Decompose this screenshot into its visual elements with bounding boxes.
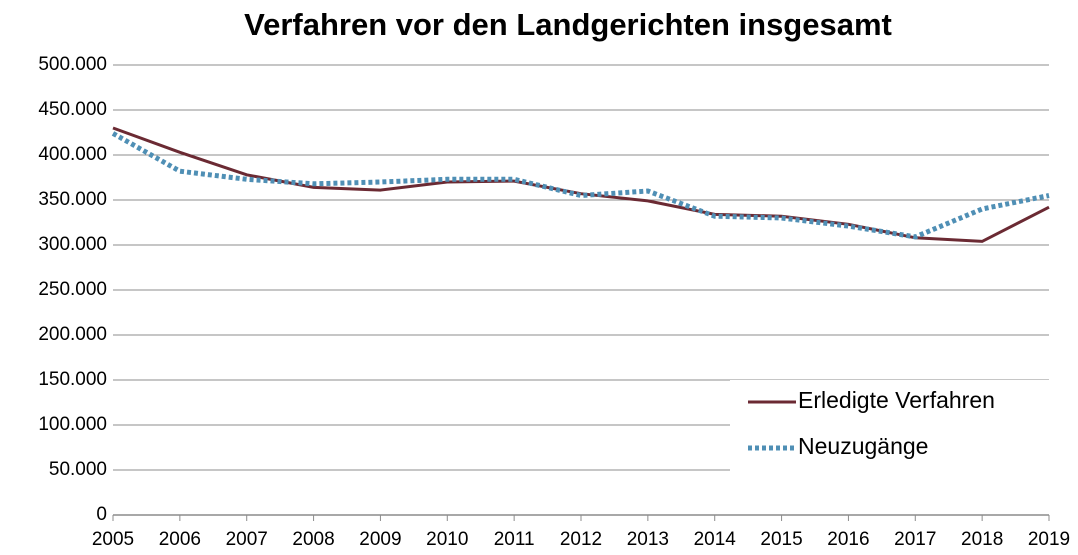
x-tick-label: 2011 [494, 529, 535, 550]
series-line [111, 131, 1050, 240]
x-tick-label: 2005 [92, 529, 134, 550]
y-tick-label: 250.000 [38, 279, 107, 300]
y-tick-label: 350.000 [38, 189, 107, 210]
legend-box [730, 380, 1050, 474]
x-tick-label: 2012 [560, 529, 602, 550]
legend-label: Neuzugänge [798, 433, 928, 459]
x-tick-label: 2018 [961, 529, 1003, 550]
x-tick-label: 2016 [827, 529, 869, 550]
y-tick-label: 150.000 [38, 369, 107, 390]
y-tick-label: 300.000 [38, 234, 107, 255]
x-tick-label: 2017 [894, 529, 936, 550]
x-tick-label: 2010 [426, 529, 468, 550]
x-tick-label: 2014 [694, 529, 737, 550]
y-tick-label: 50.000 [49, 459, 107, 480]
y-tick-label: 500.000 [38, 54, 107, 75]
y-tick-label: 0 [96, 504, 107, 525]
series-line [112, 126, 1050, 243]
y-tick-label: 450.000 [38, 99, 107, 120]
y-tick-label: 400.000 [38, 144, 107, 165]
x-tick-label: 2009 [359, 529, 401, 550]
x-tick-label: 2007 [226, 529, 268, 550]
x-tick-label: 2006 [159, 529, 201, 550]
legend-label: Erledigte Verfahren [798, 387, 995, 413]
x-tick-label: 2015 [760, 529, 802, 550]
y-tick-label: 100.000 [38, 414, 107, 435]
x-tick-label: 2019 [1028, 529, 1070, 550]
x-tick-label: 2008 [292, 529, 334, 550]
x-tick-label: 2013 [627, 529, 669, 550]
y-tick-label: 200.000 [38, 324, 107, 345]
chart-title: Verfahren vor den Landgerichten insgesam… [244, 7, 892, 42]
